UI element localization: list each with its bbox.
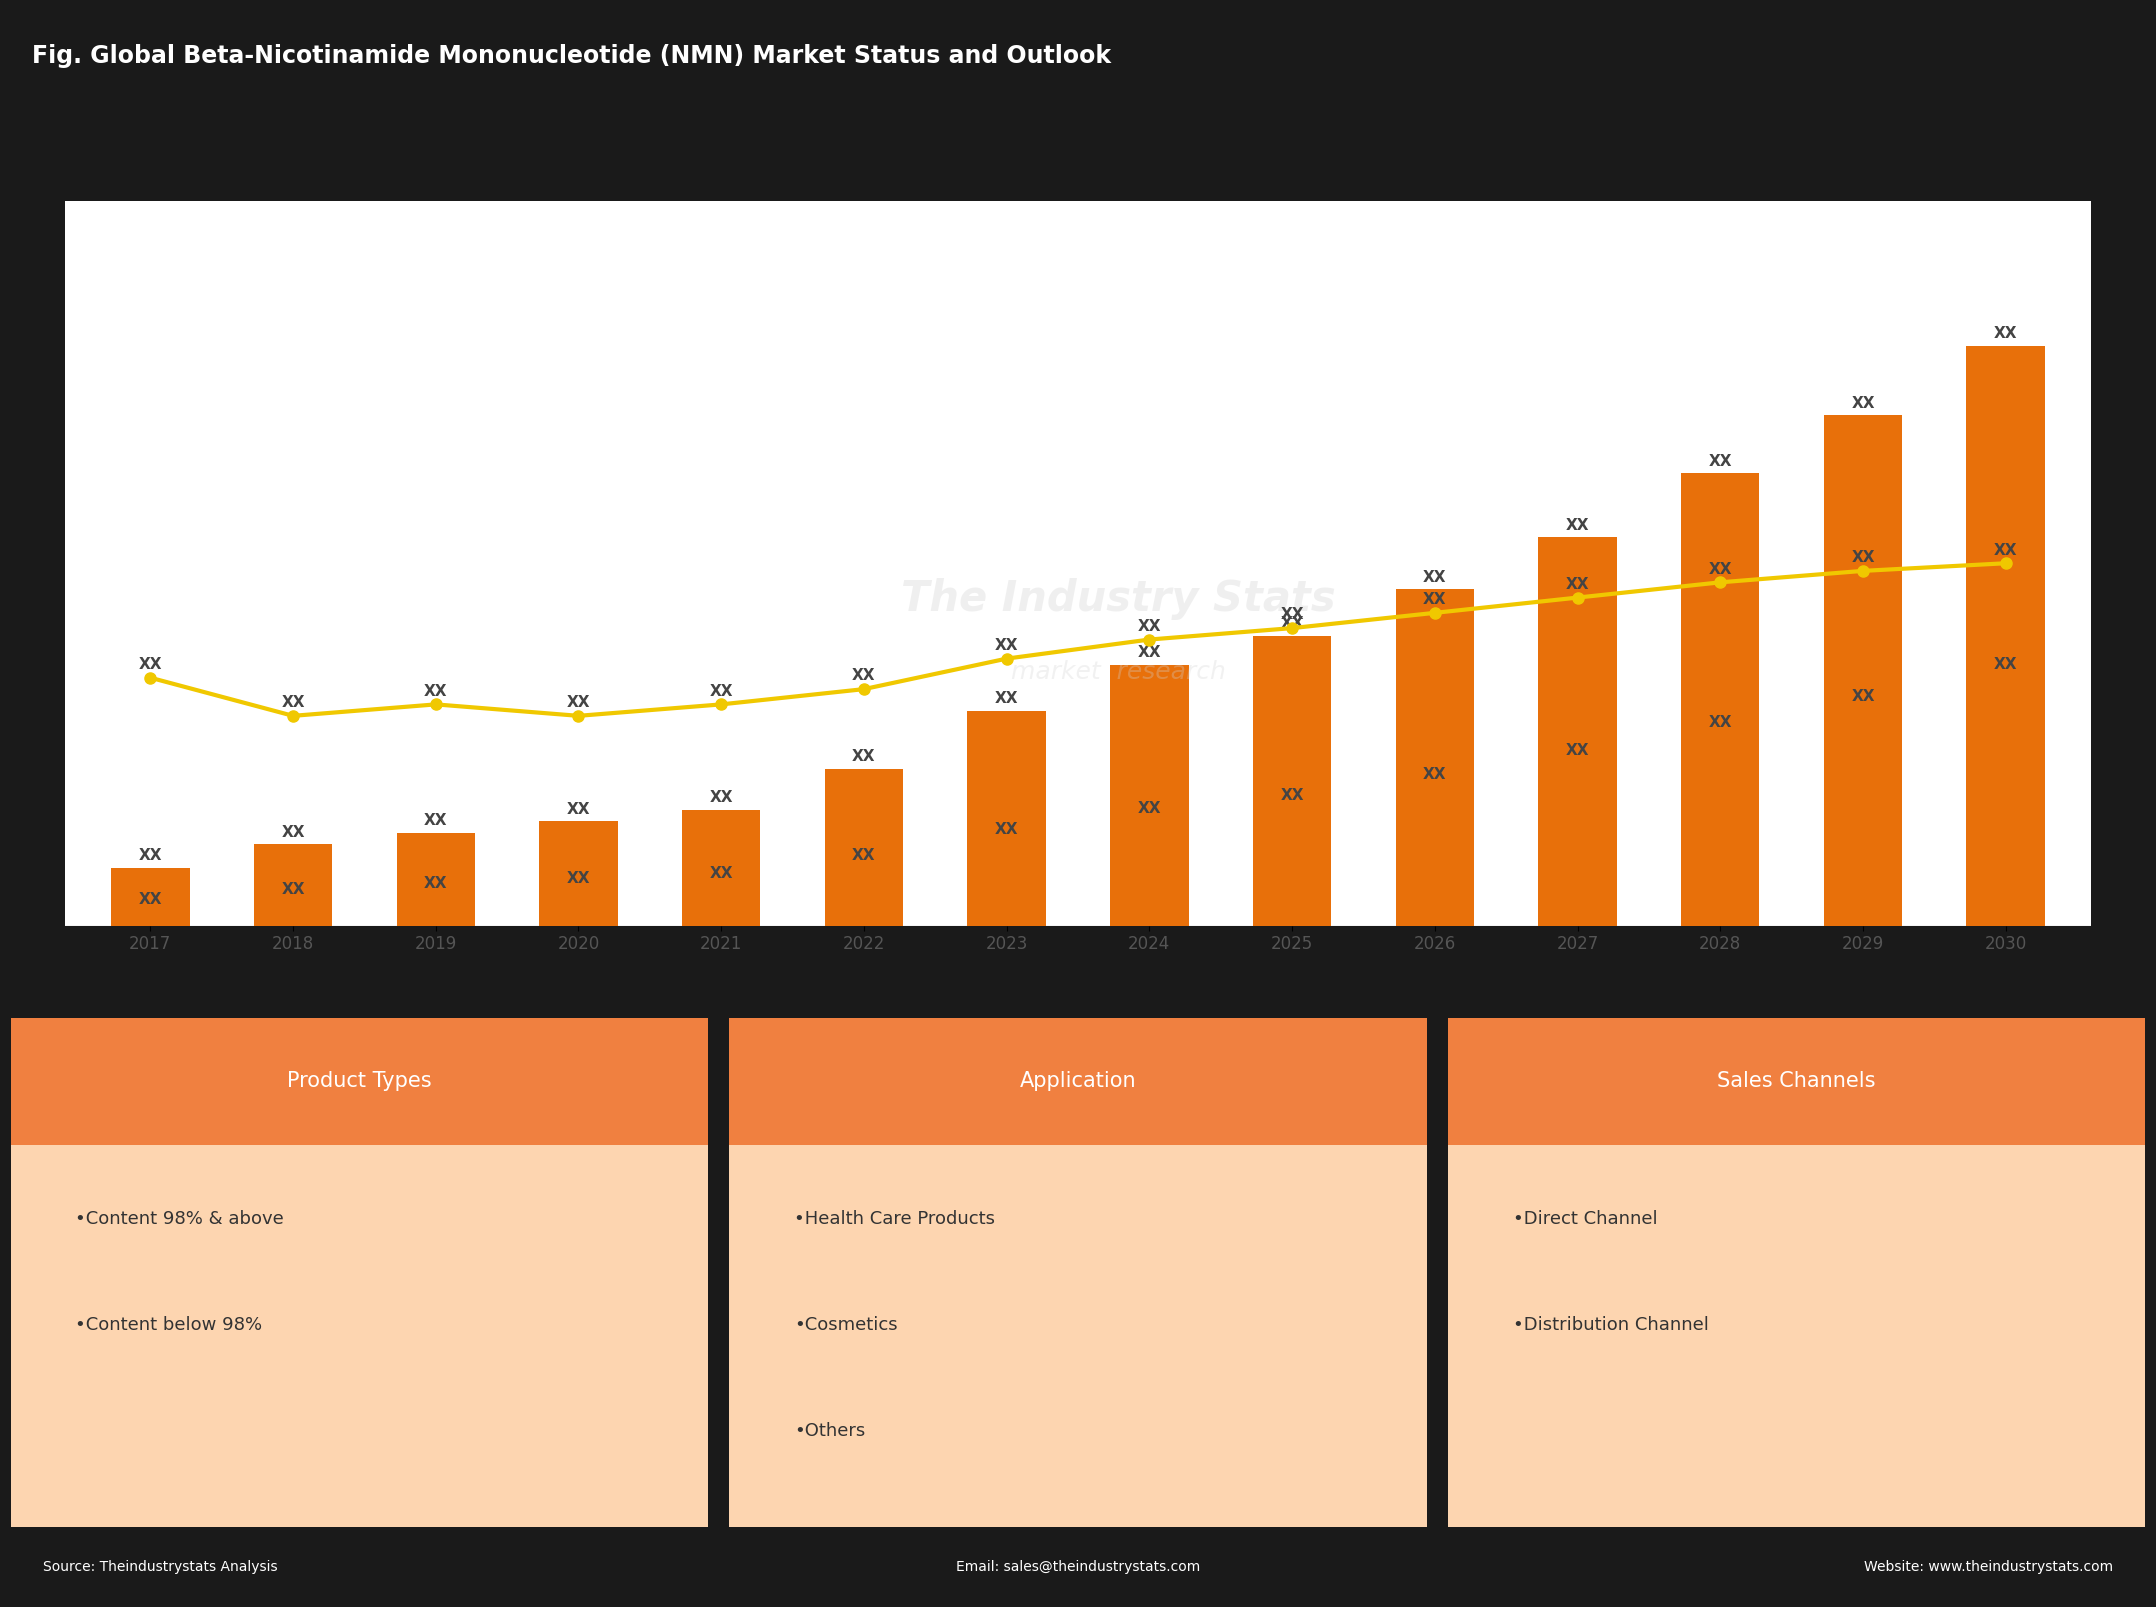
Text: XX: XX xyxy=(425,683,448,699)
Text: XX: XX xyxy=(1994,543,2018,558)
Text: XX: XX xyxy=(1423,591,1447,607)
FancyBboxPatch shape xyxy=(11,1144,707,1527)
FancyBboxPatch shape xyxy=(11,1017,707,1144)
Text: XX: XX xyxy=(1138,619,1162,633)
Text: Application: Application xyxy=(1020,1072,1136,1091)
Text: Source: Theindustrystats Analysis: Source: Theindustrystats Analysis xyxy=(43,1560,278,1573)
Text: •Cosmetics: •Cosmetics xyxy=(793,1316,897,1334)
Text: Product Types: Product Types xyxy=(287,1072,431,1091)
Text: •Direct Channel: •Direct Channel xyxy=(1514,1210,1658,1228)
FancyBboxPatch shape xyxy=(1449,1144,2145,1527)
Text: •Health Care Products: •Health Care Products xyxy=(793,1210,996,1228)
Text: XX: XX xyxy=(280,696,304,710)
FancyBboxPatch shape xyxy=(729,1017,1427,1144)
Text: •Others: •Others xyxy=(793,1422,865,1440)
Text: XX: XX xyxy=(1708,561,1731,577)
Text: •Distribution Channel: •Distribution Channel xyxy=(1514,1316,1710,1334)
Text: •Content 98% & above: •Content 98% & above xyxy=(75,1210,285,1228)
Text: Email: sales@theindustrystats.com: Email: sales@theindustrystats.com xyxy=(955,1560,1201,1573)
FancyBboxPatch shape xyxy=(729,1144,1427,1527)
Text: XX: XX xyxy=(1852,550,1876,566)
Text: XX: XX xyxy=(138,657,162,672)
Text: XX: XX xyxy=(567,696,591,710)
Text: •Content below 98%: •Content below 98% xyxy=(75,1316,263,1334)
Text: Website: www.theindustrystats.com: Website: www.theindustrystats.com xyxy=(1863,1560,2113,1573)
Text: Fig. Global Beta-Nicotinamide Mononucleotide (NMN) Market Status and Outlook: Fig. Global Beta-Nicotinamide Mononucleo… xyxy=(32,45,1112,67)
Text: XX: XX xyxy=(709,683,733,699)
Text: XX: XX xyxy=(852,669,875,683)
Text: XX: XX xyxy=(1565,577,1589,591)
Text: XX: XX xyxy=(1281,607,1304,622)
Text: XX: XX xyxy=(994,638,1018,652)
FancyBboxPatch shape xyxy=(1449,1017,2145,1144)
Text: Sales Channels: Sales Channels xyxy=(1718,1072,1876,1091)
